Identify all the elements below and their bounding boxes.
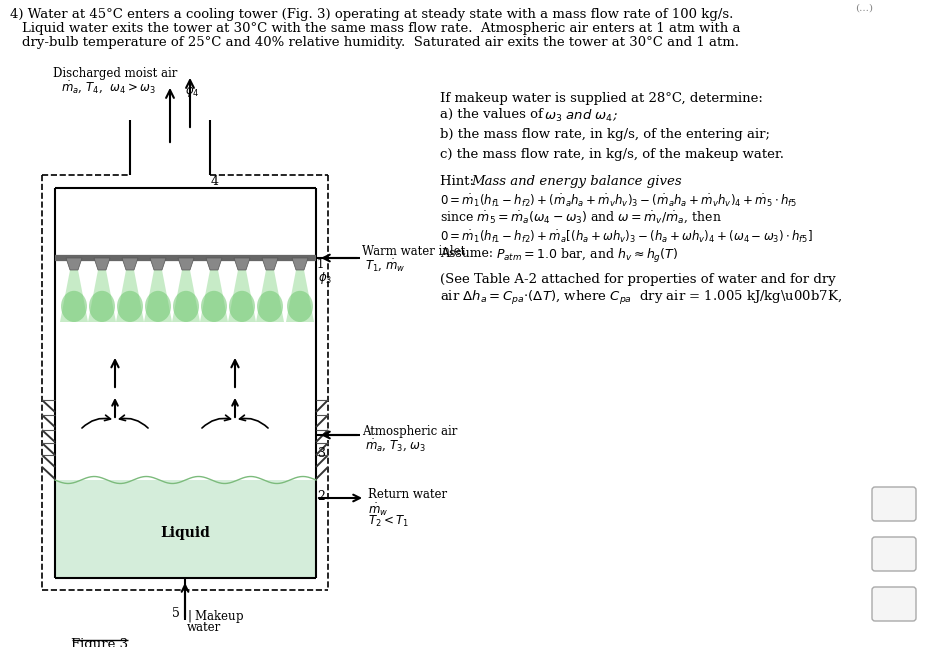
Polygon shape [88,270,116,322]
Text: Hint:: Hint: [440,175,478,188]
Text: $0 = \dot{m}_1(h_{f1} - h_{f2}) + (\dot{m}_a h_a + \dot{m}_v h_v)_3 - (\dot{m}_a: $0 = \dot{m}_1(h_{f1} - h_{f2}) + (\dot{… [440,192,796,208]
Text: a) the values of: a) the values of [440,108,547,121]
Polygon shape [60,270,88,322]
Text: 3: 3 [317,447,326,460]
Text: (...): (...) [854,4,872,13]
Text: water: water [187,621,221,634]
Text: $\phi_3$: $\phi_3$ [317,270,332,286]
Polygon shape [172,270,200,322]
Text: $|$ Makeup: $|$ Makeup [187,608,244,625]
Text: ↕↔: ↕↔ [882,497,905,511]
Text: 1: 1 [316,258,324,271]
Text: Figure 3: Figure 3 [71,638,128,647]
Text: $T_2 < T_1$: $T_2 < T_1$ [367,514,408,529]
Polygon shape [200,270,227,322]
Text: Return water: Return water [367,488,446,501]
Ellipse shape [200,291,226,322]
FancyBboxPatch shape [871,487,915,521]
Polygon shape [66,258,82,270]
FancyBboxPatch shape [871,537,915,571]
Text: −: − [887,597,899,611]
Polygon shape [144,270,172,322]
Text: b) the mass flow rate, in kg/s, of the entering air;: b) the mass flow rate, in kg/s, of the e… [440,128,769,141]
Polygon shape [94,258,110,270]
Text: If makeup water is supplied at 28°C, determine:: If makeup water is supplied at 28°C, det… [440,92,762,105]
Text: Warm water inlet: Warm water inlet [362,245,465,258]
Ellipse shape [89,291,115,322]
Text: $\dot{m}_w$: $\dot{m}_w$ [367,501,388,518]
Text: $T_1$, $\dot{m}_w$: $T_1$, $\dot{m}_w$ [365,257,406,273]
Polygon shape [227,270,256,322]
Polygon shape [206,258,222,270]
Text: $\dot{m}_a$, $T_4$,  $\omega_4 > \omega_3$: $\dot{m}_a$, $T_4$, $\omega_4 > \omega_3… [60,79,155,95]
Text: since $\dot{m}_5 = \dot{m}_a(\omega_4 - \omega_3)$ and $\omega = \dot{m}_v/\dot{: since $\dot{m}_5 = \dot{m}_a(\omega_4 - … [440,210,721,226]
Ellipse shape [173,291,199,322]
Text: $\dot{m}_a$, $T_3$, $\omega_3$: $\dot{m}_a$, $T_3$, $\omega_3$ [365,437,426,453]
Text: 4: 4 [211,175,219,188]
Text: 4) Water at 45°C enters a cooling tower (Fig. 3) operating at steady state with : 4) Water at 45°C enters a cooling tower … [10,8,732,21]
Ellipse shape [61,291,87,322]
Text: $P_{atm} = 1.0$ bar, and $h_v \approx h_g(T)$: $P_{atm} = 1.0$ bar, and $h_v \approx h_… [496,247,677,265]
Polygon shape [178,258,194,270]
Text: (See Table A-2 attached for properties of water and for dry: (See Table A-2 attached for properties o… [440,273,835,286]
FancyBboxPatch shape [871,587,915,621]
Text: +: + [887,547,899,561]
Polygon shape [122,258,138,270]
Ellipse shape [287,291,313,322]
Ellipse shape [257,291,283,322]
Polygon shape [234,258,250,270]
Text: $0 = \dot{m}_1(h_{f1} - h_{f2}) + \dot{m}_a\left[(h_a + \omega h_v)_3 - (h_a + \: $0 = \dot{m}_1(h_{f1} - h_{f2}) + \dot{m… [440,228,812,245]
Text: 5: 5 [172,607,180,620]
Text: 2: 2 [316,490,325,503]
Text: $\omega_3$ $and$ $\omega_4$;: $\omega_3$ $and$ $\omega_4$; [544,108,617,124]
Polygon shape [286,270,314,322]
Text: Liquid: Liquid [161,526,211,540]
Text: Liquid water exits the tower at 30°C with the same mass flow rate.  Atmospheric : Liquid water exits the tower at 30°C wit… [22,22,740,35]
Polygon shape [116,270,144,322]
Ellipse shape [229,291,254,322]
Text: Assume:: Assume: [440,247,505,260]
Text: air $\Delta h_a = C_{pa}{\cdot}(\Delta T)$, where $C_{pa}$  dry air = 1.005 kJ/k: air $\Delta h_a = C_{pa}{\cdot}(\Delta T… [440,289,841,307]
Polygon shape [149,258,166,270]
Bar [55,480,316,578]
Ellipse shape [145,291,171,322]
Text: $\phi_4$: $\phi_4$ [185,83,200,99]
Polygon shape [262,258,277,270]
Text: Atmospheric air: Atmospheric air [362,425,457,438]
Ellipse shape [117,291,143,322]
Text: Mass and energy balance gives: Mass and energy balance gives [470,175,681,188]
Polygon shape [291,258,308,270]
Text: dry-bulb temperature of 25°C and 40% relative humidity.  Saturated air exits the: dry-bulb temperature of 25°C and 40% rel… [22,36,738,49]
Polygon shape [256,270,284,322]
Text: Discharged moist air: Discharged moist air [53,67,177,80]
Text: c) the mass flow rate, in kg/s, of the makeup water.: c) the mass flow rate, in kg/s, of the m… [440,148,783,161]
